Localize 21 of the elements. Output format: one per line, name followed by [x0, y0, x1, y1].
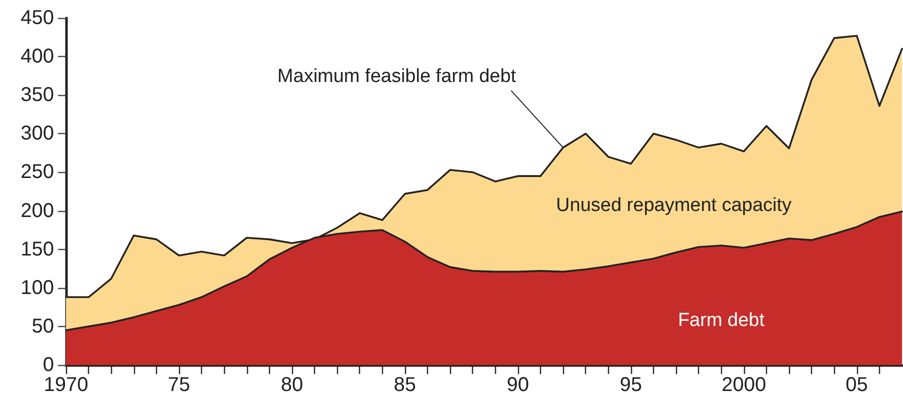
- x-tick-label: 2000: [722, 374, 766, 396]
- x-tick-label: 85: [394, 374, 416, 396]
- x-tick-label: 05: [846, 374, 868, 396]
- x-tick-label: 80: [280, 374, 304, 396]
- y-tick-label: 350: [20, 84, 54, 106]
- y-tick-label: 150: [20, 238, 54, 260]
- x-tick-label: 1970: [44, 374, 88, 396]
- y-tick-label: 50: [32, 315, 54, 338]
- annotation: Unused repayment capacity: [556, 194, 792, 216]
- y-tick-label: 450: [20, 7, 54, 29]
- y-tick-label: 400: [20, 46, 54, 68]
- series-label: Farm debt: [678, 310, 766, 331]
- annotation: Maximum feasible farm debt: [277, 66, 517, 88]
- x-tick-label: 75: [168, 374, 190, 396]
- y-tick-label: 100: [20, 276, 54, 299]
- y-tick-label: 300: [20, 122, 54, 145]
- x-tick-label: 95: [620, 374, 642, 396]
- y-tick-label: 200: [20, 200, 54, 222]
- x-tick-label: 90: [506, 374, 530, 396]
- y-tick-label: 0: [42, 354, 54, 376]
- y-tick-label: 250: [20, 161, 54, 184]
